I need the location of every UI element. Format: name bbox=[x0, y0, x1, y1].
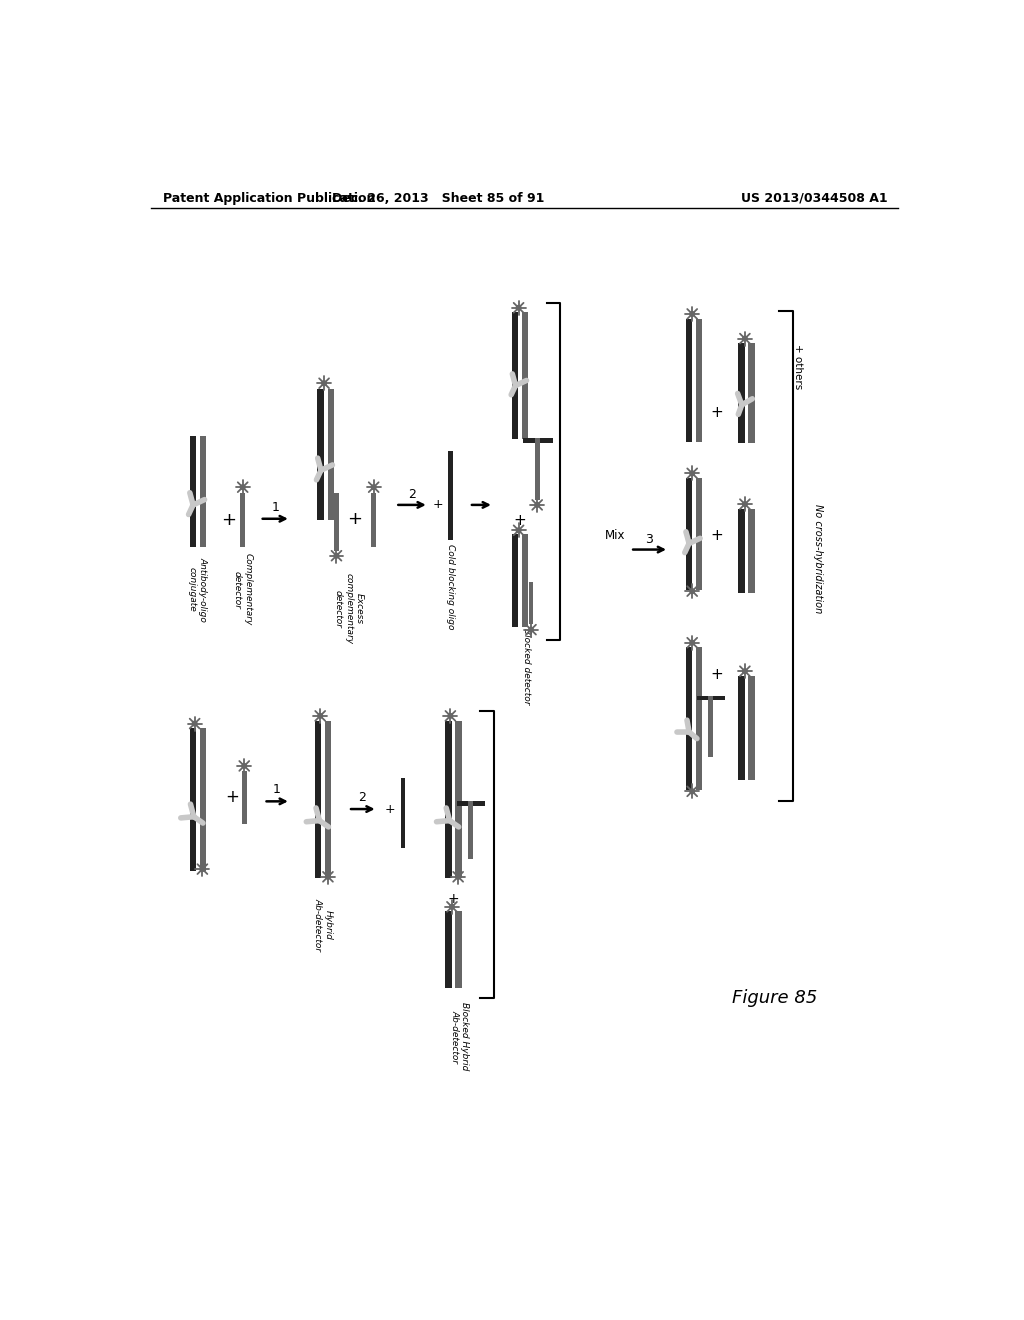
Bar bbox=[738, 508, 744, 594]
Text: +: + bbox=[347, 510, 362, 528]
Bar bbox=[709, 696, 713, 758]
Bar bbox=[535, 438, 540, 499]
Bar bbox=[512, 535, 518, 627]
Text: +: + bbox=[711, 528, 723, 544]
Text: +: + bbox=[221, 511, 237, 529]
Bar bbox=[749, 508, 755, 594]
Bar bbox=[695, 478, 701, 590]
Text: Blocked detector: Blocked detector bbox=[522, 628, 530, 705]
Bar bbox=[738, 676, 744, 780]
Bar bbox=[334, 494, 339, 552]
Text: +: + bbox=[433, 499, 443, 511]
Bar bbox=[445, 721, 452, 878]
Bar bbox=[372, 494, 376, 548]
Text: +: + bbox=[225, 788, 239, 807]
Text: 3: 3 bbox=[645, 533, 652, 546]
Bar bbox=[456, 721, 462, 878]
Bar bbox=[200, 729, 206, 871]
Bar bbox=[326, 721, 332, 878]
Bar bbox=[695, 318, 701, 442]
Bar bbox=[697, 696, 725, 701]
Bar bbox=[523, 438, 553, 442]
Bar bbox=[749, 343, 755, 444]
Text: Antibody-oligo
conjugate: Antibody-oligo conjugate bbox=[188, 557, 208, 622]
Text: Mix: Mix bbox=[604, 529, 625, 543]
Text: 2: 2 bbox=[358, 791, 366, 804]
Bar bbox=[512, 313, 518, 440]
Bar bbox=[241, 494, 245, 548]
Bar bbox=[317, 389, 324, 520]
Bar bbox=[449, 451, 453, 540]
Bar bbox=[468, 801, 473, 859]
Bar bbox=[522, 535, 528, 627]
Text: + others: + others bbox=[793, 343, 803, 389]
Text: Cold blocking oligo: Cold blocking oligo bbox=[445, 544, 455, 630]
Bar bbox=[457, 801, 484, 807]
Text: +: + bbox=[711, 405, 723, 420]
Text: 1: 1 bbox=[272, 783, 281, 796]
Bar bbox=[749, 676, 755, 780]
Bar bbox=[189, 436, 196, 548]
Text: +: + bbox=[514, 512, 526, 528]
Bar bbox=[315, 721, 322, 878]
Text: Blocked Hybrid
Ab-detector: Blocked Hybrid Ab-detector bbox=[450, 1002, 469, 1071]
Bar bbox=[738, 343, 744, 444]
Bar bbox=[456, 911, 462, 989]
Text: Patent Application Publication: Patent Application Publication bbox=[163, 191, 375, 205]
Text: Hybrid
Ab-detector: Hybrid Ab-detector bbox=[313, 898, 333, 952]
Text: Excess
complementary
detector: Excess complementary detector bbox=[334, 573, 364, 644]
Text: Dec. 26, 2013   Sheet 85 of 91: Dec. 26, 2013 Sheet 85 of 91 bbox=[332, 191, 544, 205]
Bar bbox=[189, 729, 196, 871]
Bar bbox=[200, 436, 206, 548]
Text: Figure 85: Figure 85 bbox=[732, 989, 818, 1007]
Text: US 2013/0344508 A1: US 2013/0344508 A1 bbox=[741, 191, 888, 205]
Bar bbox=[522, 313, 528, 440]
Bar bbox=[242, 771, 247, 825]
Text: +: + bbox=[711, 667, 723, 682]
Text: +: + bbox=[385, 803, 395, 816]
Bar bbox=[445, 911, 452, 989]
Text: No cross-hybridization: No cross-hybridization bbox=[813, 504, 822, 614]
Text: Complementary
detector: Complementary detector bbox=[233, 553, 252, 626]
Bar bbox=[400, 779, 406, 847]
Text: +: + bbox=[447, 892, 460, 906]
Bar bbox=[686, 318, 692, 442]
Bar bbox=[328, 389, 334, 520]
Bar bbox=[686, 478, 692, 590]
Bar bbox=[528, 582, 534, 624]
Bar bbox=[686, 647, 692, 789]
Bar bbox=[695, 647, 701, 789]
Text: 1: 1 bbox=[271, 502, 280, 515]
Text: 2: 2 bbox=[408, 487, 416, 500]
